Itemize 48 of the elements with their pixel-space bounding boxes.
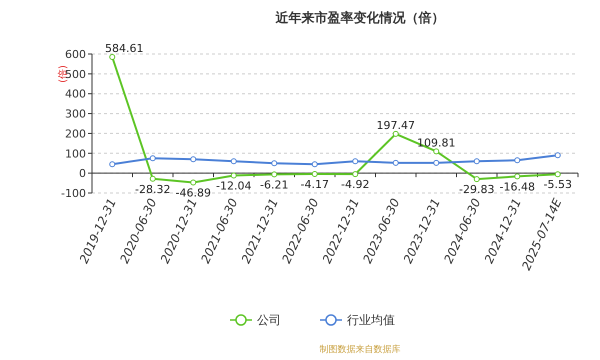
- y-tick-label: 0: [79, 167, 86, 180]
- point: [150, 155, 156, 162]
- point: [392, 160, 399, 166]
- y-tick-label: 200: [65, 127, 86, 140]
- data-label: -6.21: [260, 178, 288, 192]
- data-label: -12.04: [216, 180, 252, 193]
- point: [352, 171, 358, 178]
- point: [514, 173, 520, 180]
- data-label: -4.17: [300, 178, 329, 191]
- data-label: -28.32: [135, 182, 170, 196]
- y-tick-label: 400: [65, 88, 86, 101]
- text: 制图数据来自数据库: [320, 344, 400, 355]
- point: [392, 130, 399, 137]
- point: [271, 171, 278, 178]
- point: [433, 160, 440, 166]
- point: [109, 54, 116, 60]
- data-label: -16.48: [500, 180, 535, 194]
- point: [150, 176, 156, 182]
- data-label: 197.47: [376, 118, 415, 132]
- point: [514, 157, 520, 164]
- point: [271, 160, 278, 166]
- data-label: -5.53: [544, 178, 572, 192]
- y-tick-label: 600: [65, 48, 86, 61]
- point: [312, 161, 318, 168]
- data-label: -46.89: [176, 186, 211, 200]
- y-tick-label: 300: [65, 108, 86, 121]
- y-tick-label: 100: [65, 147, 86, 160]
- data-label: -4.92: [341, 178, 370, 192]
- point: [312, 170, 318, 177]
- point: [474, 158, 480, 164]
- legend-label: 行业均值: [347, 313, 395, 327]
- point: [554, 171, 561, 178]
- legend-label: 公司: [257, 313, 281, 327]
- chart-title: 近年来市盈率变化情况（倍）: [274, 10, 444, 26]
- point: [190, 179, 196, 186]
- point: [352, 158, 358, 164]
- point: [433, 148, 440, 154]
- point: [230, 158, 237, 164]
- point: [109, 161, 116, 168]
- y-tick-label: -100: [61, 187, 86, 200]
- point: [554, 152, 561, 158]
- y-tick-label: 500: [65, 68, 86, 81]
- data-label: 109.81: [417, 136, 456, 150]
- data-label: 584.61: [105, 42, 144, 56]
- point: [230, 172, 237, 179]
- point: [190, 156, 196, 162]
- point: [474, 176, 480, 182]
- data-label: -29.83: [459, 183, 494, 196]
